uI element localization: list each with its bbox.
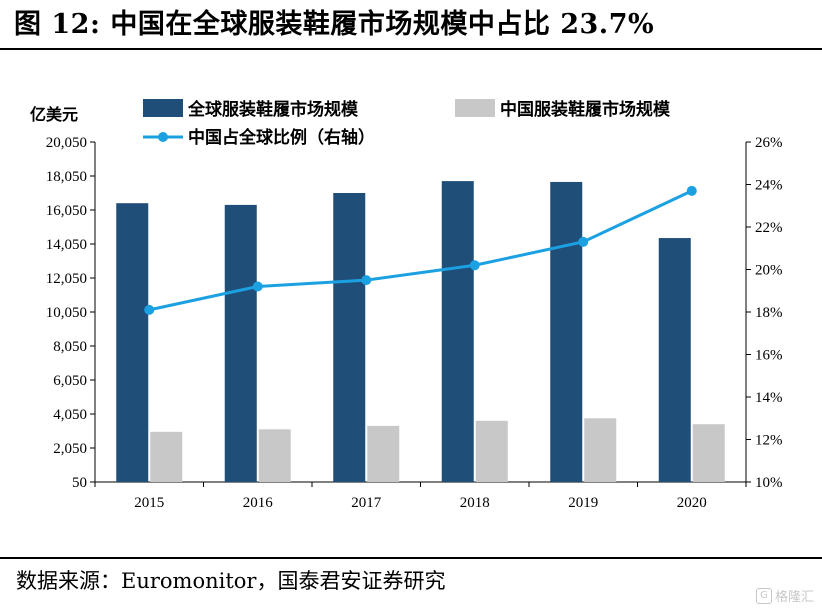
- global-market-bar: [224, 204, 257, 482]
- watermark: G 格隆汇: [755, 586, 814, 605]
- x-tick-label: 2018: [460, 495, 490, 511]
- china-share-point: [144, 304, 155, 315]
- legend-china-swatch: [455, 99, 495, 117]
- chart: 20,050 18,050 16,050 14,050 12,050 10,050 8,05…: [30, 99, 783, 511]
- x-tick-label: 2017: [351, 495, 382, 511]
- right-tick-label: 10%: [755, 475, 783, 491]
- china-share-point: [578, 236, 589, 247]
- left-tick-label: 8,050: [53, 339, 87, 355]
- legend-share-label: 中国占全球比例（右轴）: [188, 127, 375, 148]
- left-tick-label: 10,050: [46, 305, 87, 321]
- left-tick-label: 18,050: [46, 169, 87, 185]
- china-share-point: [361, 275, 372, 286]
- right-tick-label: 18%: [755, 305, 783, 321]
- title-rule: [0, 48, 822, 50]
- watermark-logo-icon: G: [755, 587, 772, 604]
- source-rule: [0, 557, 822, 559]
- china-market-bar: [475, 420, 508, 482]
- y-axis-unit-label: 亿美元: [30, 105, 78, 124]
- left-tick-label: 6,050: [53, 373, 87, 389]
- china-share-point: [252, 281, 263, 292]
- left-tick-label: 20,050: [46, 135, 87, 151]
- left-tick-label: 14,050: [46, 237, 87, 253]
- china-market-bar: [692, 424, 725, 482]
- china-market-bar: [584, 418, 617, 482]
- x-tick-label: 2015: [134, 495, 164, 511]
- right-tick-label: 20%: [755, 263, 783, 279]
- x-tick-label: 2016: [243, 495, 274, 511]
- legend-share-marker: [158, 132, 168, 142]
- legend-global-label: 全球服装鞋履市场规模: [187, 99, 359, 120]
- right-tick-label: 24%: [755, 178, 783, 194]
- left-tick-label: 12,050: [46, 271, 87, 287]
- source-note: 数据来源：Euromonitor，国泰君安证券研究: [16, 569, 446, 593]
- china-share-line: [148, 189, 693, 312]
- china-market-bar: [258, 429, 291, 482]
- left-tick-label: 2,050: [53, 441, 87, 457]
- legend-global-swatch: [143, 99, 183, 117]
- watermark-text: 格隆汇: [774, 590, 814, 605]
- legend-china-label: 中国服装鞋履市场规模: [500, 99, 671, 120]
- global-market-bar: [333, 193, 366, 482]
- china-share-point: [686, 185, 697, 196]
- global-market-bar: [441, 181, 474, 482]
- right-tick-label: 16%: [755, 348, 783, 364]
- x-tick-label: 2020: [677, 495, 707, 511]
- left-tick-label: 16,050: [46, 203, 87, 219]
- china-market-bar: [150, 431, 183, 482]
- global-market-bar: [550, 181, 583, 482]
- left-tick-label: 4,050: [53, 407, 87, 423]
- figure-title: 图 12: 中国在全球服装鞋履市场规模中占比 23.7%: [14, 9, 655, 40]
- right-tick-label: 26%: [755, 135, 783, 151]
- china-share-point: [469, 260, 480, 271]
- right-tick-label: 14%: [755, 390, 783, 406]
- china-market-bar: [367, 425, 400, 482]
- right-tick-label: 12%: [755, 433, 783, 449]
- global-market-bar: [116, 203, 149, 482]
- x-tick-label: 2019: [568, 495, 598, 511]
- right-tick-label: 22%: [755, 220, 783, 236]
- global-market-bar: [658, 238, 691, 482]
- left-tick-label: 50: [72, 475, 87, 491]
